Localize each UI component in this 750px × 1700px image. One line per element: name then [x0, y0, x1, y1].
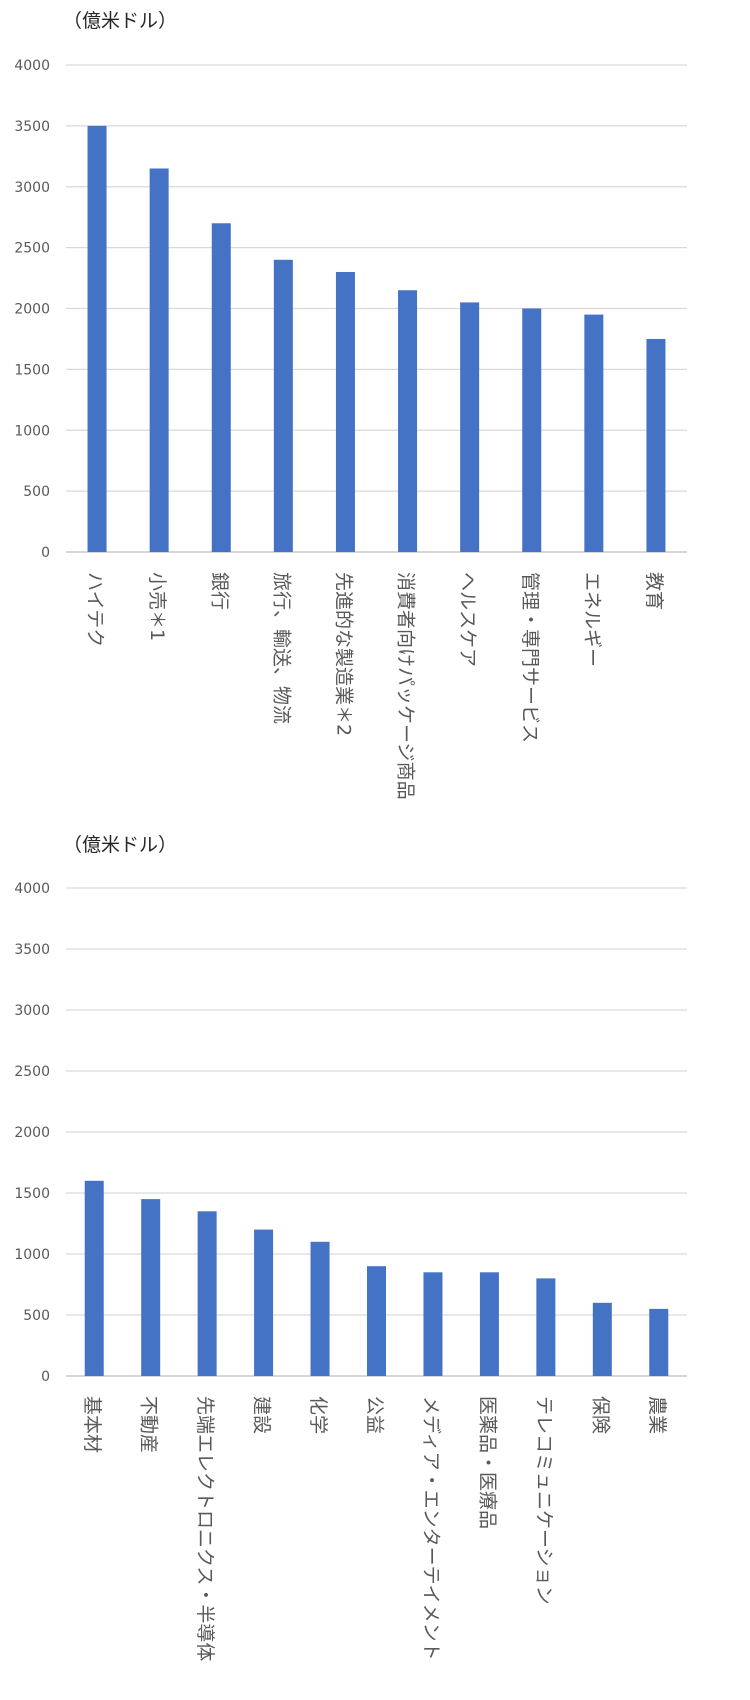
- category-label: 消費者向けパッケージ商品: [395, 572, 417, 800]
- bar: [584, 314, 604, 552]
- category-label: テレコミュニケーション: [533, 1396, 555, 1605]
- unit-label: （億米ドル）: [63, 10, 177, 32]
- bar: [141, 1199, 161, 1376]
- category-label: 医薬品・医療品: [476, 1396, 498, 1529]
- y-tick-label: 500: [23, 484, 50, 500]
- chart-1: （億米ドル） 0 500 1000 1500 2000 2500 3000 3500 4000 ハイ…: [14, 10, 687, 800]
- y-tick-label: 3000: [14, 180, 50, 196]
- y-tick-label: 4000: [14, 881, 50, 897]
- category-label: 管理・専門サービス: [519, 572, 541, 743]
- category-label: メディア・エンターテイメント: [420, 1396, 442, 1661]
- bar: [592, 1302, 612, 1376]
- category-label: 公益: [364, 1396, 386, 1434]
- y-tick-label: 3000: [14, 1003, 50, 1019]
- chart-2: （億米ドル） 0 500 1000 1500 2000 2500 3000 3500 4000 基本…: [14, 834, 687, 1661]
- bar: [398, 290, 418, 552]
- category-label: 教育: [643, 572, 665, 610]
- y-tick-label: 2500: [14, 1064, 50, 1080]
- y-tick-label: 2500: [14, 241, 50, 257]
- y-tick-label: 3500: [14, 119, 50, 135]
- bar: [522, 308, 542, 552]
- bar: [211, 223, 231, 552]
- category-label: 基本材: [81, 1396, 103, 1453]
- y-tick-label: 3500: [14, 942, 50, 958]
- bar: [460, 302, 480, 552]
- y-tick-label: 1500: [14, 1186, 50, 1202]
- category-label: ヘルスケア: [457, 572, 479, 667]
- bar: [367, 1266, 386, 1376]
- y-tick-label: 1000: [14, 1247, 50, 1263]
- y-tick-label: 0: [41, 1369, 50, 1385]
- category-label: 農業: [646, 1396, 668, 1434]
- y-tick-label: 0: [41, 545, 50, 561]
- bar: [423, 1272, 443, 1376]
- bar: [536, 1278, 556, 1376]
- category-label: 不動産: [138, 1396, 160, 1453]
- bar: [335, 271, 355, 552]
- bar: [310, 1241, 330, 1376]
- category-label: 化学: [307, 1396, 329, 1434]
- category-label: 先進的な製造業＊2: [332, 572, 354, 736]
- bar: [646, 338, 666, 552]
- bar: [254, 1229, 274, 1376]
- y-tick-label: 1500: [14, 362, 50, 378]
- bar: [649, 1308, 669, 1376]
- unit-label: （億米ドル）: [63, 834, 177, 856]
- category-label: 銀行: [208, 572, 230, 610]
- y-tick-label: 2000: [14, 302, 50, 318]
- y-tick-label: 500: [23, 1308, 50, 1324]
- category-label: 建設: [251, 1396, 273, 1434]
- category-label: 保険: [589, 1396, 611, 1434]
- bar: [273, 259, 293, 552]
- category-label: 先端エレクトロニクス・半導体: [194, 1396, 216, 1661]
- category-label: ハイテク: [84, 572, 106, 647]
- bar: [84, 1180, 104, 1376]
- category-label: エネルギー: [581, 572, 603, 667]
- y-tick-label: 4000: [14, 58, 50, 74]
- bar: [479, 1272, 499, 1376]
- bar: [149, 168, 169, 553]
- y-tick-label: 2000: [14, 1125, 50, 1141]
- category-label: 小売＊1: [146, 572, 168, 641]
- bar: [87, 125, 107, 552]
- bar: [197, 1211, 217, 1376]
- category-label: 旅行、輸送、物流: [270, 572, 292, 724]
- y-tick-label: 1000: [14, 423, 50, 439]
